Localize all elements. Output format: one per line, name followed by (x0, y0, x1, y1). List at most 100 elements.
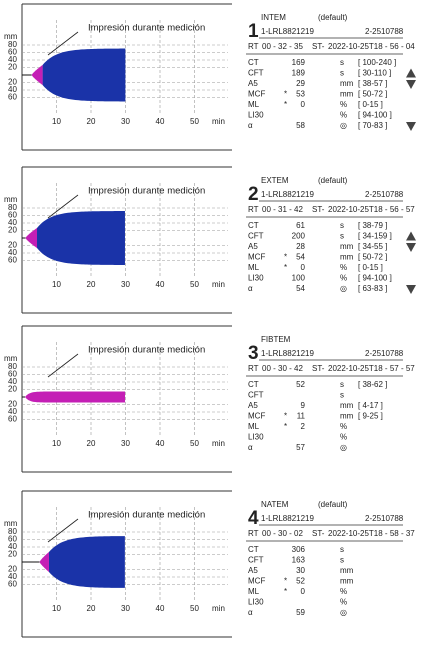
y-label: 60 (8, 211, 17, 220)
param-value: 54 (296, 253, 305, 262)
param-unit: mm (340, 566, 354, 575)
param-unit: mm (340, 253, 354, 262)
param-range: [ 38-79 ] (358, 221, 387, 230)
param-unit: s (340, 232, 344, 241)
y-label: 40 (8, 218, 17, 227)
param-name: CFT (248, 69, 264, 78)
param-name: CFT (248, 556, 264, 565)
param-value: 59 (296, 608, 305, 617)
param-unit: mm (340, 90, 354, 99)
param-unit: s (340, 69, 344, 78)
param-range: [ 9-25 ] (358, 412, 383, 421)
param-range: [ 94-100 ] (358, 274, 392, 283)
param-unit: s (340, 556, 344, 565)
param-range: [ 4-17 ] (358, 401, 383, 410)
rt: 00 - 30 - 02 (262, 529, 303, 538)
param-value: 9 (301, 401, 306, 410)
sample-id: 1-LRL8821219 (261, 190, 314, 199)
param-name: CT (248, 545, 259, 554)
param-unit: % (340, 433, 347, 442)
param-name: ML (248, 100, 260, 109)
x-label: 40 (156, 604, 165, 613)
x-label: 30 (121, 280, 130, 289)
y-label: 60 (8, 370, 17, 379)
param-flag: * (284, 577, 287, 586)
y-label: 80 (8, 362, 17, 371)
param-name: MCF (248, 90, 265, 99)
param-name: CFT (248, 232, 264, 241)
param-value: 189 (292, 69, 306, 78)
test-number: 3 (248, 343, 259, 364)
x-unit: min (212, 604, 225, 613)
x-label: 20 (87, 439, 96, 448)
x-label: 40 (156, 117, 165, 126)
clot-formation (31, 65, 43, 85)
y-unit: mm (4, 32, 18, 41)
test-mode: (default) (318, 13, 348, 22)
device-id: 2-2510788 (365, 349, 404, 358)
param-unit: s (340, 58, 344, 67)
clot-curve (48, 536, 125, 588)
x-label: 20 (87, 604, 96, 613)
param-value: 54 (296, 284, 305, 293)
y-label: 40 (8, 248, 17, 257)
param-flag: * (284, 100, 287, 109)
param-range: [ 94-100 ] (358, 111, 392, 120)
param-name: ML (248, 422, 260, 431)
param-flag: * (284, 412, 287, 421)
caption-pointer (47, 518, 79, 543)
param-value: 163 (292, 556, 306, 565)
y-label: 20 (8, 385, 17, 394)
y-label: 40 (8, 85, 17, 94)
param-range: [ 34-159 ] (358, 232, 392, 241)
y-label: 40 (8, 407, 17, 416)
st: 2022-10-25T18 - 58 - 37 (328, 529, 415, 538)
param-name: α (248, 608, 253, 617)
param-flag: * (284, 253, 287, 262)
x-label: 40 (156, 439, 165, 448)
param-name: A5 (248, 566, 258, 575)
param-unit: % (340, 263, 347, 272)
x-label: 30 (121, 117, 130, 126)
y-label: 20 (8, 400, 17, 409)
caption-pointer (47, 353, 79, 378)
x-label: 20 (87, 280, 96, 289)
clot-curve (37, 211, 125, 265)
x-unit: min (212, 117, 225, 126)
device-id: 2-2510788 (365, 514, 404, 523)
rt: 00 - 30 - 42 (262, 364, 303, 373)
param-name: MCF (248, 253, 265, 262)
x-label: 30 (121, 439, 130, 448)
x-label: 20 (87, 117, 96, 126)
x-unit: min (212, 280, 225, 289)
y-label: 80 (8, 527, 17, 536)
device-id: 2-2510788 (365, 27, 404, 36)
device-id: 2-2510788 (365, 190, 404, 199)
param-value: 52 (296, 380, 305, 389)
y-label: 20 (8, 226, 17, 235)
flag-arrow (406, 285, 416, 294)
param-unit: mm (340, 577, 354, 586)
param-value: 169 (292, 58, 306, 67)
param-unit: % (340, 587, 347, 596)
st-label: ST- (312, 205, 325, 214)
param-unit: ◎ (340, 121, 347, 130)
st-label: ST- (312, 364, 325, 373)
test-name: NATEM (261, 500, 289, 509)
y-unit: mm (4, 354, 18, 363)
y-label: 80 (8, 40, 17, 49)
y-label: 20 (8, 565, 17, 574)
param-unit: s (340, 545, 344, 554)
param-name: ML (248, 587, 260, 596)
param-value: 61 (296, 221, 305, 230)
param-range: [ 30-110 ] (358, 69, 391, 78)
y-label: 20 (8, 78, 17, 87)
x-label: 10 (52, 604, 61, 613)
param-flag: * (284, 587, 287, 596)
